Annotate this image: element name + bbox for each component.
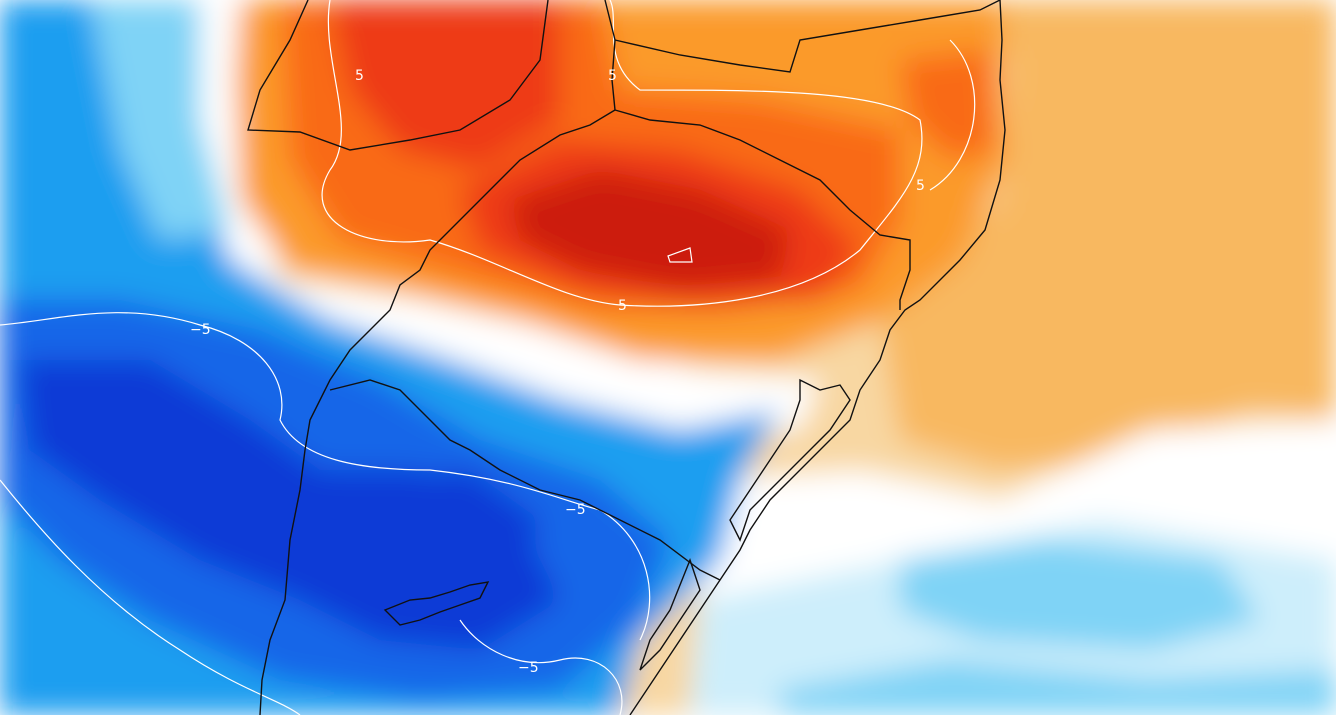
border-state	[614, 109, 911, 310]
contour-neg-5-b	[0, 479, 301, 715]
river-lake	[383, 581, 490, 626]
border-north-1	[247, 0, 549, 151]
lagoon-south	[639, 557, 701, 671]
contour-label-pos1: 5	[355, 68, 364, 84]
hot-core-max	[510, 170, 790, 290]
coastline-east	[629, 0, 1006, 715]
contour-label-neg3: −5	[518, 660, 539, 676]
contour-pos-5-b	[929, 39, 976, 191]
contour-lines	[0, 0, 975, 715]
contour-label-pos2: 5	[608, 68, 617, 84]
hot-land-north	[330, 0, 560, 170]
contour-label-pos3: 5	[916, 178, 925, 194]
contour-labels: 5 5 5 5 −5 −5 −5	[190, 68, 925, 676]
border-main-ridge	[259, 109, 616, 715]
contour-neg-5-a	[0, 312, 651, 641]
contour-zero-hot	[667, 247, 693, 263]
cold-nw-lighter	[90, 0, 230, 240]
lagoon-outline	[729, 378, 851, 542]
contour-pos-5	[321, 0, 923, 307]
border-uruguay	[329, 379, 721, 581]
cool-ocean-core	[900, 540, 1260, 650]
contour-label-neg1: −5	[190, 322, 211, 338]
neutral-ocean-band	[700, 420, 1336, 600]
contour-neg-5-c	[459, 619, 623, 715]
borders	[247, 0, 1006, 715]
cold-land-core-2	[380, 470, 540, 590]
border-north-3	[614, 0, 1001, 73]
contour-label-neg2: −5	[565, 502, 586, 518]
cool-ocean-south	[780, 660, 1336, 715]
contour-label-pos4: 5	[618, 298, 627, 314]
warm-ocean-region	[880, 0, 1336, 470]
border-north-2	[604, 0, 616, 111]
